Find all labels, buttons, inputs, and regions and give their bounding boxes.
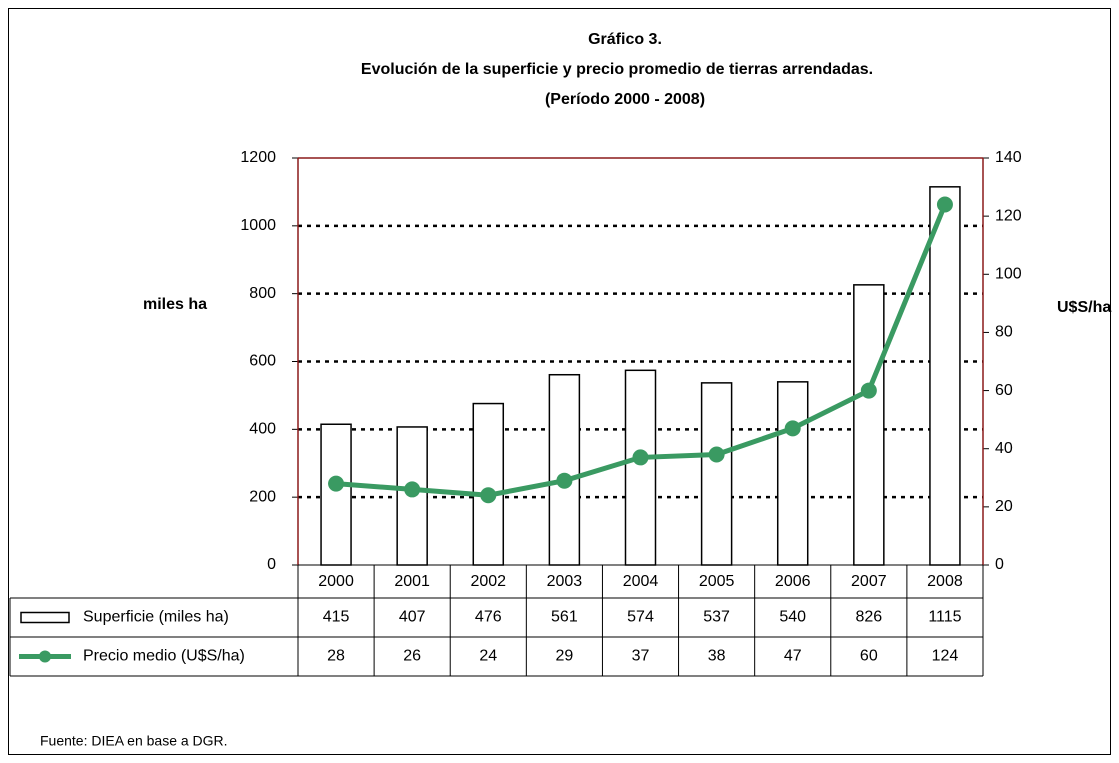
x-tick-label: 2000 bbox=[318, 573, 354, 590]
bar bbox=[853, 284, 885, 566]
table-value: 37 bbox=[632, 648, 650, 665]
bar bbox=[776, 381, 809, 566]
chart-subtitle: Evolución de la superficie y precio prom… bbox=[361, 61, 873, 78]
table-value: 1115 bbox=[928, 609, 961, 626]
table-value: 561 bbox=[551, 609, 578, 626]
y2-tick-label: 120 bbox=[995, 207, 1022, 224]
legend-swatch bbox=[20, 611, 70, 624]
table-value: 47 bbox=[784, 648, 802, 665]
line-marker bbox=[404, 481, 421, 498]
line-marker bbox=[632, 449, 649, 466]
y2-tick-label: 100 bbox=[995, 266, 1022, 283]
line-marker bbox=[708, 446, 725, 463]
x-tick-label: 2003 bbox=[547, 573, 583, 590]
x-tick-label: 2001 bbox=[394, 573, 430, 590]
legend-swatch bbox=[39, 650, 51, 663]
table-value: 407 bbox=[399, 609, 426, 626]
table-value: 415 bbox=[323, 609, 350, 626]
y-tick-label: 600 bbox=[249, 353, 276, 370]
line-marker bbox=[860, 382, 877, 399]
table-value: 537 bbox=[703, 609, 730, 626]
line-marker bbox=[480, 487, 497, 504]
table-value: 38 bbox=[708, 648, 726, 665]
bar bbox=[624, 369, 657, 566]
line-marker bbox=[328, 475, 345, 492]
line-marker bbox=[556, 472, 573, 489]
table-value: 60 bbox=[860, 648, 878, 665]
y2-tick-label: 140 bbox=[995, 149, 1022, 166]
y-tick-label: 200 bbox=[249, 488, 276, 505]
bar bbox=[320, 423, 352, 566]
legend-label: Superficie (miles ha) bbox=[83, 609, 229, 626]
y-axis-title: miles ha bbox=[143, 296, 207, 313]
bar bbox=[548, 373, 581, 566]
x-tick-label: 2005 bbox=[699, 573, 735, 590]
source-note: Fuente: DIEA en base a DGR. bbox=[40, 733, 228, 749]
y2-tick-label: 40 bbox=[995, 440, 1013, 457]
bar bbox=[700, 382, 733, 566]
line-marker bbox=[784, 420, 801, 437]
x-tick-label: 2008 bbox=[927, 573, 963, 590]
y2-tick-label: 20 bbox=[995, 498, 1013, 515]
y-tick-label: 1200 bbox=[240, 149, 276, 166]
x-tick-label: 2007 bbox=[851, 573, 887, 590]
table-value: 124 bbox=[932, 648, 959, 665]
x-tick-label: 2002 bbox=[470, 573, 506, 590]
bar bbox=[929, 186, 961, 566]
y-tick-label: 1000 bbox=[240, 217, 276, 234]
chart-title: Gráfico 3. bbox=[588, 31, 662, 48]
y2-tick-label: 0 bbox=[995, 556, 1004, 573]
y-tick-label: 800 bbox=[249, 285, 276, 302]
table-value: 29 bbox=[555, 648, 573, 665]
bar bbox=[472, 402, 505, 566]
y2-tick-label: 80 bbox=[995, 324, 1013, 341]
y2-tick-label: 60 bbox=[995, 382, 1013, 399]
table-value: 826 bbox=[855, 609, 882, 626]
y-tick-label: 400 bbox=[249, 421, 276, 438]
table-value: 574 bbox=[627, 609, 654, 626]
x-tick-label: 2006 bbox=[775, 573, 811, 590]
table-value: 540 bbox=[779, 609, 806, 626]
legend-label: Precio medio (U$S/ha) bbox=[83, 648, 245, 665]
y2-axis-title: U$S/ha bbox=[1057, 299, 1111, 316]
line-marker bbox=[936, 196, 953, 213]
table-value: 476 bbox=[475, 609, 502, 626]
x-tick-label: 2004 bbox=[623, 573, 659, 590]
table-value: 24 bbox=[479, 648, 497, 665]
table-value: 28 bbox=[327, 648, 345, 665]
table-value: 26 bbox=[403, 648, 421, 665]
chart-subtitle: (Período 2000 - 2008) bbox=[545, 91, 705, 108]
y-tick-label: 0 bbox=[267, 556, 276, 573]
